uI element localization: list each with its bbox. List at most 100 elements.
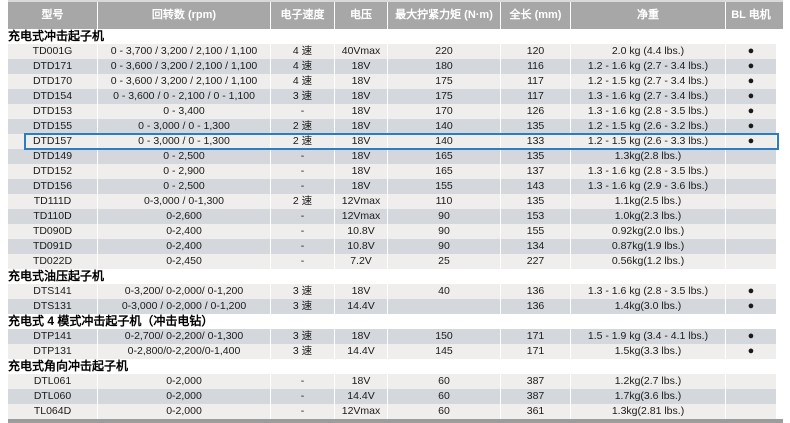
bl-motor-cell: ● (726, 284, 776, 299)
length-cell: 135 (501, 149, 571, 164)
torque-cell: 175 (388, 74, 501, 89)
weight-cell: 1.3kg(2.8 lbs.) (571, 149, 726, 164)
length-cell: 143 (501, 179, 571, 194)
section-title: 充电式冲击起子机 (8, 29, 105, 43)
torque-cell: 140 (388, 134, 501, 149)
table-row-DTP141[interactable]: DTP141 0-2,700/ 0-2,200/ 0-1,300 3 速 18V 150… (8, 329, 783, 344)
model-cell: TD090D (8, 224, 98, 239)
rpm-cell: 0 - 3,400 (98, 104, 271, 119)
table-row-TD110D[interactable]: TD110D 0-2,600-12Vmax 90 153 1.0kg(2.3 lbs.) (8, 209, 783, 224)
bl-motor-cell (726, 389, 776, 404)
weight-cell: 1.2 - 1.5 kg (2.7 - 3.4 lbs.) (571, 74, 726, 89)
table-row-DTP131[interactable]: DTP131 0-2,800/0-2,200/0-1,400 3 速 14.4V 145… (8, 344, 783, 359)
torque-cell: 25 (388, 254, 501, 269)
bl-motor-cell: ● (726, 299, 776, 314)
weight-cell: 0.92kg(2.0 lbs.) (571, 224, 726, 239)
length-cell: 135 (501, 119, 571, 134)
length-cell: 133 (501, 134, 571, 149)
weight-cell: 1.5kg(3.3 lbs.) (571, 344, 726, 359)
model-cell: TD001G (8, 44, 98, 59)
table-row-TD022D[interactable]: TD022D 0-2,450-7.2V 25 227 0.56kg(1.2 lbs.) (8, 254, 783, 269)
table-row-DTD153[interactable]: DTD153 0 - 3,400-18V 170 126 1.3 - 1.6 kg (2… (8, 104, 783, 119)
speed-cell: - (271, 389, 335, 404)
speed-cell: - (271, 149, 335, 164)
table-row-DTD155[interactable]: DTD155 0 - 3,000 / 0 - 1,300 2 速 18V 140 135 1… (8, 119, 783, 134)
voltage-cell: 14.4V (335, 299, 388, 314)
speed-cell: - (271, 104, 335, 119)
bl-motor-dot: ● (747, 105, 755, 117)
voltage-cell: 18V (335, 119, 388, 134)
weight-cell: 1.2 - 1.5 kg (2.6 - 3.2 lbs.) (571, 119, 726, 134)
weight-cell: 1.0kg(2.3 lbs.) (571, 209, 726, 224)
torque-cell: 145 (388, 344, 501, 359)
model-cell: DTD152 (8, 164, 98, 179)
bl-motor-cell (726, 404, 776, 419)
header-cell-4: 最大拧紧力矩 (N·m) (388, 2, 501, 29)
bl-motor-cell: ● (726, 44, 776, 59)
torque-cell: 110 (388, 194, 501, 209)
weight-cell: 1.7kg(3.6 lbs.) (571, 389, 726, 404)
table-row-DTD156[interactable]: DTD156 0 - 2,500-18V 155 143 1.3 - 1.6 kg (2… (8, 179, 783, 194)
spec-table: 型号 回转数 (rpm) 电子速度 电压 最大拧紧力矩 (N·m) 全长 (mm) 净重 BL… (8, 2, 783, 419)
weight-cell: 0.56kg(1.2 lbs.) (571, 254, 726, 269)
torque-cell: 140 (388, 119, 501, 134)
table-row-TD090D[interactable]: TD090D 0-2,400-10.8V 90 155 0.92kg(2.0 lbs.) (8, 224, 783, 239)
table-row-DTS131[interactable]: DTS131 0-3,000 / 0-2,000 / 0-1,200 3 速 14.4… (8, 299, 783, 314)
voltage-cell: 12Vmax (335, 209, 388, 224)
bl-motor-cell (726, 374, 776, 389)
rpm-cell: 0 - 3,600 / 3,200 / 2,100 / 1,100 (98, 74, 271, 89)
bl-motor-cell (726, 194, 776, 209)
table-row-TD001G[interactable]: TD001G 0 - 3,700 / 3,200 / 2,100 / 1,100 4… (8, 44, 783, 59)
bl-motor-cell: ● (726, 89, 776, 104)
bl-motor-cell (726, 209, 776, 224)
weight-cell: 1.5 - 1.9 kg (3.4 - 4.1 lbs.) (571, 329, 726, 344)
model-cell: DTD155 (8, 119, 98, 134)
weight-cell: 1.3 - 1.6 kg (2.9 - 3.6 lbs.) (571, 179, 726, 194)
header-cell-6: 净重 (571, 2, 726, 29)
bl-motor-dot: ● (747, 75, 755, 87)
length-cell: 135 (501, 194, 571, 209)
weight-cell: 2.0 kg (4.4 lbs.) (571, 44, 726, 59)
length-cell: 361 (501, 404, 571, 419)
torque-cell (388, 299, 501, 314)
table-row-DTD171[interactable]: DTD171 0 - 3,600 / 3,200 / 2,100 / 1,100 4… (8, 59, 783, 74)
weight-cell: 1.3 - 1.6 kg (2.8 - 3.5 lbs.) (571, 164, 726, 179)
table-row-DTS141[interactable]: DTS141 0-3,200/ 0-2,000/ 0-1,200 3 速 18V 40 1… (8, 284, 783, 299)
bl-motor-cell: ● (726, 344, 776, 359)
rpm-cell: 0 - 3,600 / 3,200 / 2,100 / 1,100 (98, 59, 271, 74)
table-row-TD111D[interactable]: TD111D 0-3,000 / 0-1,300 2 速 12Vmax 110 135 1.… (8, 194, 783, 209)
table-row-DTL061[interactable]: DTL061 0-2,000-18V 60 387 1.2kg(2.7 lbs.) (8, 374, 783, 389)
table-row-DTD149[interactable]: DTD149 0 - 2,500-18V 165 135 1.3kg(2.8 lbs.) (8, 149, 783, 164)
model-cell: DTL060 (8, 389, 98, 404)
table-row-TD091D[interactable]: TD091D 0-2,400-10.8V 90 134 0.87kg(1.9 lbs.) (8, 239, 783, 254)
torque-cell: 60 (388, 374, 501, 389)
bl-motor-cell (726, 179, 776, 194)
table-row-DTD157[interactable]: DTD157 0 - 3,000 / 0 - 1,300 2 速 18V 140 133 1… (8, 133, 783, 150)
rpm-cell: 0 - 3,000 / 0 - 1,300 (98, 134, 271, 149)
voltage-cell: 10.8V (335, 239, 388, 254)
table-row-DTD170[interactable]: DTD170 0 - 3,600 / 3,200 / 2,100 / 1,100 4… (8, 74, 783, 89)
bl-motor-cell (726, 224, 776, 239)
voltage-cell: 14.4V (335, 344, 388, 359)
model-cell: DTP131 (8, 344, 98, 359)
rpm-cell: 0 - 3,000 / 0 - 1,300 (98, 119, 271, 134)
rpm-cell: 0 - 2,900 (98, 164, 271, 179)
speed-cell: 3 速 (271, 89, 335, 104)
voltage-cell: 18V (335, 374, 388, 389)
header-cell-5: 全长 (mm) (501, 2, 571, 29)
bl-motor-cell (726, 239, 776, 254)
table-row-DTD152[interactable]: DTD152 0 - 2,900-18V 165 137 1.3 - 1.6 kg (2… (8, 164, 783, 179)
rpm-cell: 0-2,000 (98, 389, 271, 404)
length-cell: 387 (501, 389, 571, 404)
weight-cell: 1.2 - 1.5 kg (2.6 - 3.3 lbs.) (571, 134, 726, 149)
voltage-cell: 40Vmax (335, 44, 388, 59)
table-row-DTD154[interactable]: DTD154 0 - 3,600 / 0 - 2,100 / 0 - 1,100 3… (8, 89, 783, 104)
rpm-cell: 0-3,000 / 0-1,300 (98, 194, 271, 209)
bl-motor-cell: ● (726, 104, 776, 119)
speed-cell: 4 速 (271, 74, 335, 89)
voltage-cell: 18V (335, 74, 388, 89)
length-cell: 387 (501, 374, 571, 389)
table-row-DTL060[interactable]: DTL060 0-2,000-14.4V 60 387 1.7kg(3.6 lbs.) (8, 389, 783, 404)
table-row-TL064D[interactable]: TL064D 0-2,000-12Vmax 60 361 1.3kg(2.81 lbs.… (8, 404, 783, 419)
rpm-cell: 0-2,800/0-2,200/0-1,400 (98, 344, 271, 359)
